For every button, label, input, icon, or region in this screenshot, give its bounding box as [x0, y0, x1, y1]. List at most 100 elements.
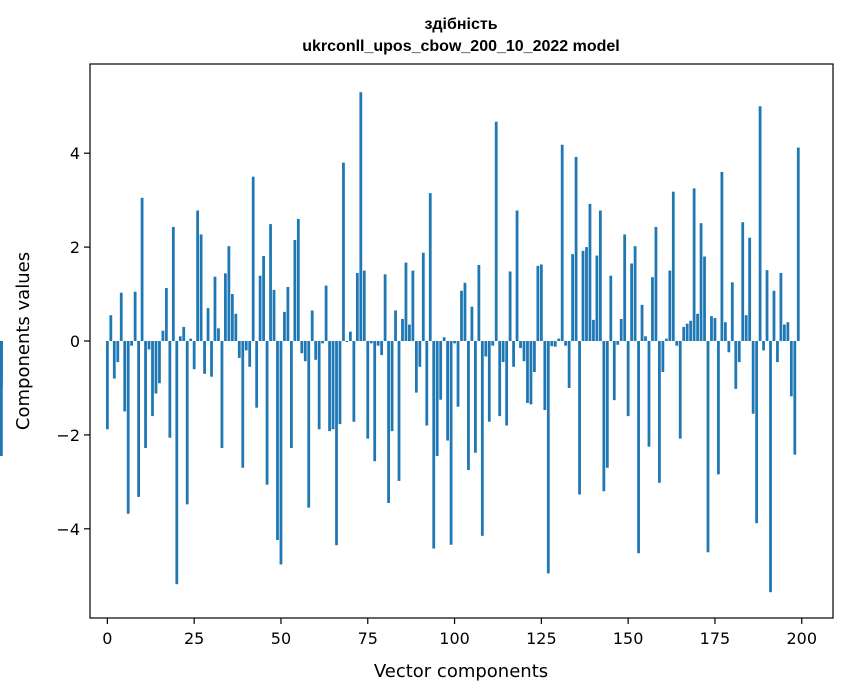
bar — [793, 341, 797, 455]
bar — [546, 341, 550, 574]
bar — [609, 275, 613, 341]
bar — [248, 341, 252, 367]
bar — [390, 341, 394, 432]
x-axis-ticks: 0 25 50 75 100 125 150 175 200 — [102, 618, 817, 648]
bar — [387, 341, 390, 503]
bar — [133, 291, 137, 341]
bar — [161, 330, 165, 341]
bar — [602, 341, 606, 492]
bar — [251, 176, 255, 341]
chart-title: здібність — [424, 16, 497, 33]
y-tick-label: −4 — [56, 520, 80, 539]
bar — [515, 210, 519, 341]
bar — [442, 337, 446, 341]
bar — [164, 287, 168, 341]
bar — [255, 341, 259, 408]
bar — [401, 318, 404, 341]
bar — [741, 222, 745, 341]
x-tick-label: 100 — [439, 629, 470, 648]
bar — [529, 341, 533, 405]
bar — [539, 264, 543, 341]
bar — [237, 341, 241, 358]
bar — [394, 310, 397, 341]
chart-subtitle: ukrconll_upos_cbow_200_10_2022 model — [302, 38, 619, 55]
bar — [411, 270, 415, 341]
bar — [338, 341, 342, 425]
bar — [199, 234, 203, 341]
bar — [682, 326, 686, 341]
bar — [668, 270, 672, 341]
bar — [314, 341, 318, 360]
bar — [616, 341, 620, 345]
x-tick-label: 0 — [102, 629, 112, 648]
bar — [144, 341, 147, 449]
x-tick-label: 25 — [184, 629, 204, 648]
bar — [317, 341, 321, 430]
bar — [786, 322, 790, 341]
bar — [508, 271, 512, 341]
x-tick-label: 125 — [526, 629, 557, 648]
y-tick-label: 4 — [70, 144, 80, 163]
bar — [0, 341, 3, 342]
bar — [592, 319, 595, 341]
bar — [467, 341, 470, 471]
bar — [230, 294, 234, 341]
bar — [685, 323, 689, 341]
bar — [0, 341, 3, 457]
x-axis-label: Vector components — [374, 661, 548, 682]
bar — [574, 156, 578, 341]
bar — [296, 218, 300, 341]
bar — [675, 341, 679, 346]
bar — [154, 341, 158, 394]
bar — [522, 341, 526, 362]
y-axis-ticks: −4 −2 0 2 4 — [56, 144, 90, 539]
bar — [210, 341, 213, 377]
bar — [717, 341, 720, 475]
bar — [536, 265, 540, 341]
bar — [168, 341, 172, 438]
bar — [612, 341, 616, 401]
bar — [623, 234, 627, 341]
bar — [647, 341, 651, 447]
bar — [178, 336, 182, 341]
bar — [303, 341, 307, 362]
bar — [220, 341, 224, 449]
bar — [487, 341, 491, 422]
bar — [182, 326, 186, 341]
bar — [373, 341, 377, 462]
bar — [651, 277, 654, 341]
bar — [477, 264, 481, 341]
bar — [126, 341, 130, 514]
bar — [119, 292, 123, 341]
bar — [734, 341, 738, 389]
bar — [644, 336, 647, 341]
bar — [789, 341, 793, 397]
bar — [321, 341, 325, 344]
bar — [470, 306, 474, 341]
bar — [258, 275, 262, 341]
bar — [300, 341, 304, 354]
bar — [637, 341, 640, 554]
bar — [234, 313, 238, 341]
bar — [116, 341, 120, 363]
x-tick-label: 150 — [613, 629, 644, 648]
x-tick-label: 50 — [271, 629, 291, 648]
bar — [286, 287, 290, 341]
bar — [585, 247, 588, 341]
bar — [501, 341, 505, 363]
bar — [432, 341, 436, 549]
bar — [737, 341, 741, 363]
bar — [703, 256, 706, 341]
bar — [543, 341, 547, 411]
bar — [730, 282, 734, 341]
bar — [689, 320, 693, 341]
y-tick-label: 0 — [70, 332, 80, 351]
bar — [696, 313, 699, 341]
bar — [196, 210, 200, 341]
bar — [512, 341, 515, 367]
bar — [588, 203, 592, 341]
x-tick-label: 175 — [700, 629, 731, 648]
bar — [272, 289, 276, 341]
bar — [557, 338, 561, 341]
